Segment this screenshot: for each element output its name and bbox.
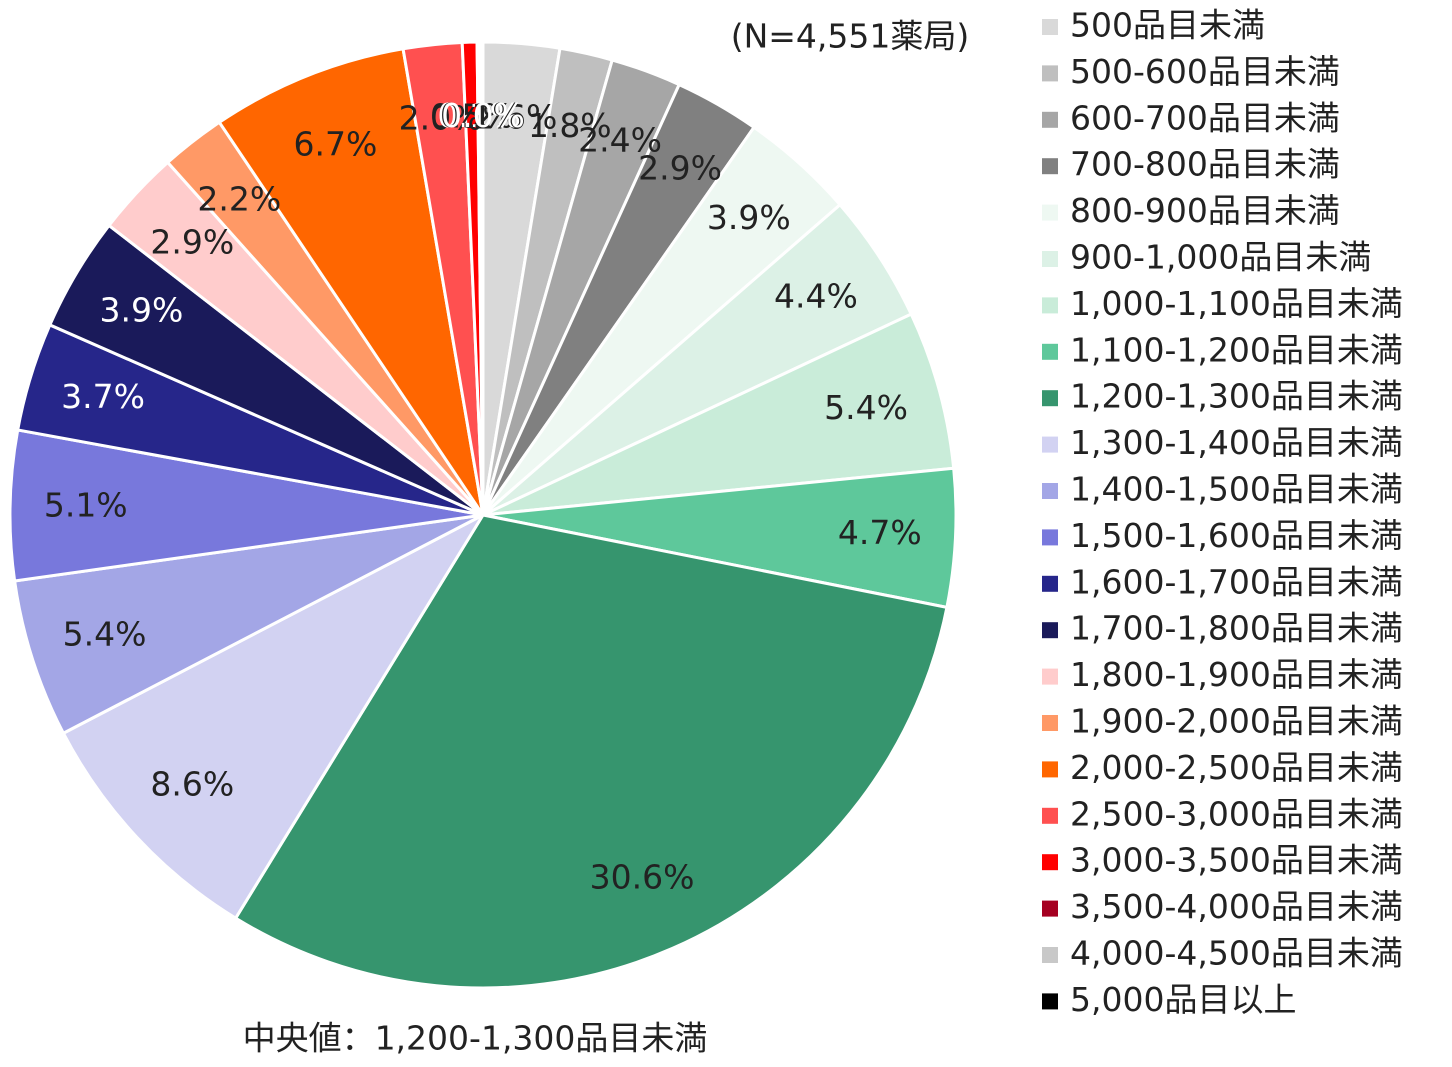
legend-label: 800-900品目未満 (1070, 191, 1340, 230)
legend-swatch (1042, 854, 1058, 871)
legend-label: 3,000-3,500品目未満 (1070, 841, 1403, 880)
legend-label: 900-1,000品目未満 (1070, 238, 1371, 277)
legend-swatch (1042, 65, 1058, 82)
pie-slice (482, 312, 956, 517)
legend-swatch (1042, 251, 1058, 267)
data-label: 4.7% (838, 513, 922, 552)
legend-swatch (1042, 111, 1058, 128)
legend-label: 1,300-1,400品目未満 (1070, 423, 1403, 462)
legend-swatch (1042, 483, 1058, 499)
legend-swatch (1042, 715, 1058, 731)
legend-label: 1,500-1,600品目未満 (1070, 516, 1403, 555)
data-label: 2.9% (638, 148, 722, 187)
legend-label: 5,000品目以上 (1070, 980, 1296, 1019)
legend-swatch (1042, 575, 1058, 592)
legend-label: 1,800-1,900品目未満 (1070, 655, 1403, 694)
data-label: 3.7% (61, 377, 145, 416)
legend-swatch (1042, 668, 1058, 685)
legend-label: 1,000-1,100品目未満 (1070, 284, 1403, 323)
data-label: 5.4% (824, 388, 908, 427)
legend-swatch (1042, 900, 1058, 917)
data-label: 0.1% (440, 96, 524, 135)
legend-label: 500品目未満 (1070, 6, 1265, 45)
legend-swatch (1042, 529, 1058, 546)
pie-slice (233, 513, 949, 990)
legend-swatch (1042, 19, 1058, 35)
sample-note: (N=4,551薬局) (731, 17, 970, 56)
legend-label: 4,000-4,500品目未満 (1070, 934, 1403, 973)
pie-slice (12, 513, 484, 736)
legend-label: 2,000-2,500品目未満 (1070, 748, 1403, 787)
data-label: 0.5% (430, 96, 514, 135)
legend-swatch (1042, 993, 1058, 1010)
legend-swatch (1042, 158, 1058, 175)
data-label: 0.0% (441, 96, 525, 135)
data-label: 30.6% (590, 858, 695, 897)
data-label: 5.1% (44, 485, 128, 524)
legend-swatch (1042, 204, 1058, 221)
legend-swatch (1042, 622, 1058, 639)
pie-slice (217, 47, 485, 516)
data-label: 1.8% (528, 106, 612, 145)
data-label: 6.7% (294, 125, 378, 164)
legend-label: 1,200-1,300品目未満 (1070, 377, 1403, 416)
legend-swatch (1042, 297, 1058, 314)
data-label: 3.9% (707, 198, 791, 237)
legend-swatch (1042, 343, 1058, 360)
legend-label: 3,500-4,000品目未満 (1070, 887, 1403, 926)
legend-label: 500-600品目未満 (1070, 52, 1340, 91)
data-label: 8.6% (150, 764, 234, 803)
data-label: 2.4% (578, 121, 662, 160)
legend-label: 1,600-1,700品目未満 (1070, 562, 1403, 601)
data-label: 5.4% (63, 615, 147, 654)
data-label: 2.9% (150, 223, 234, 262)
legend-swatch (1042, 947, 1058, 963)
legend-swatch (1042, 807, 1058, 824)
legend-swatch (1042, 761, 1058, 778)
legend-swatch (1042, 436, 1058, 453)
legend-label: 1,900-2,000品目未満 (1070, 702, 1403, 741)
legend-label: 1,100-1,200品目未満 (1070, 330, 1403, 369)
data-label: 4.4% (774, 277, 858, 316)
legend-swatch (1042, 390, 1058, 407)
legend-label: 1,400-1,500品目未満 (1070, 470, 1403, 509)
pie-slice (61, 511, 488, 921)
legend-label: 1,700-1,800品目未満 (1070, 609, 1403, 648)
data-label: 3.9% (100, 291, 184, 330)
median-note: 中央値：1,200-1,300品目未満 (243, 1019, 708, 1058)
data-label: 2.6% (474, 98, 558, 137)
legend-label: 2,500-3,000品目未満 (1070, 794, 1403, 833)
data-label: 2.2% (197, 180, 281, 219)
pie-slice (8, 428, 484, 583)
data-label: 0.1% (437, 96, 521, 135)
legend-label: 600-700品目未満 (1070, 98, 1340, 137)
legend-label: 700-800品目未満 (1070, 145, 1340, 184)
data-label: 2.0% (399, 98, 483, 137)
